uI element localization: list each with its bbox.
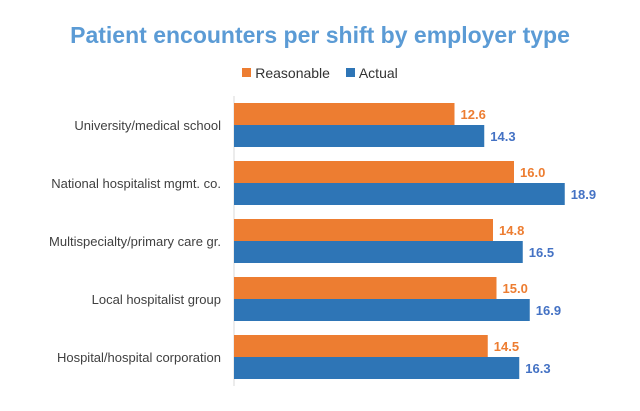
- data-label: 16.0: [520, 165, 545, 180]
- legend-item-actual: Actual: [345, 64, 398, 81]
- category-label: Local hospitalist group: [92, 292, 221, 307]
- chart-title: Patient encounters per shift by employer…: [70, 22, 570, 48]
- bar-reasonable: [234, 277, 497, 299]
- data-label: 14.3: [490, 129, 515, 144]
- category-label: University/medical school: [74, 118, 221, 133]
- legend-swatch-reasonable: [242, 68, 252, 77]
- bar-actual: [234, 299, 530, 321]
- data-label: 15.0: [503, 281, 528, 296]
- bar-reasonable: [234, 161, 514, 183]
- legend-swatch-actual: [345, 68, 355, 77]
- data-label: 16.5: [529, 245, 554, 260]
- data-label: 14.8: [499, 223, 524, 238]
- legend-label: Actual: [358, 64, 398, 81]
- category-label: Hospital/hospital corporation: [57, 350, 221, 365]
- data-label: 16.3: [525, 361, 550, 376]
- data-label: 18.9: [571, 187, 596, 202]
- category-label: National hospitalist mgmt. co.: [51, 176, 221, 191]
- legend: Reasonable Actual: [0, 64, 640, 81]
- bar-actual: [234, 125, 485, 147]
- data-label: 16.9: [536, 303, 561, 318]
- data-label: 12.6: [461, 107, 486, 122]
- bar-reasonable: [234, 335, 488, 357]
- data-label: 14.5: [494, 339, 519, 354]
- bar-reasonable: [234, 219, 493, 241]
- bar-actual: [234, 357, 520, 379]
- legend-item-reasonable: Reasonable: [242, 65, 330, 81]
- category-label: Multispecialty/primary care gr.: [49, 234, 221, 249]
- bar-actual: [234, 183, 565, 205]
- bar-actual: [234, 241, 523, 263]
- bar-reasonable: [234, 103, 455, 125]
- legend-label: Reasonable: [255, 64, 330, 81]
